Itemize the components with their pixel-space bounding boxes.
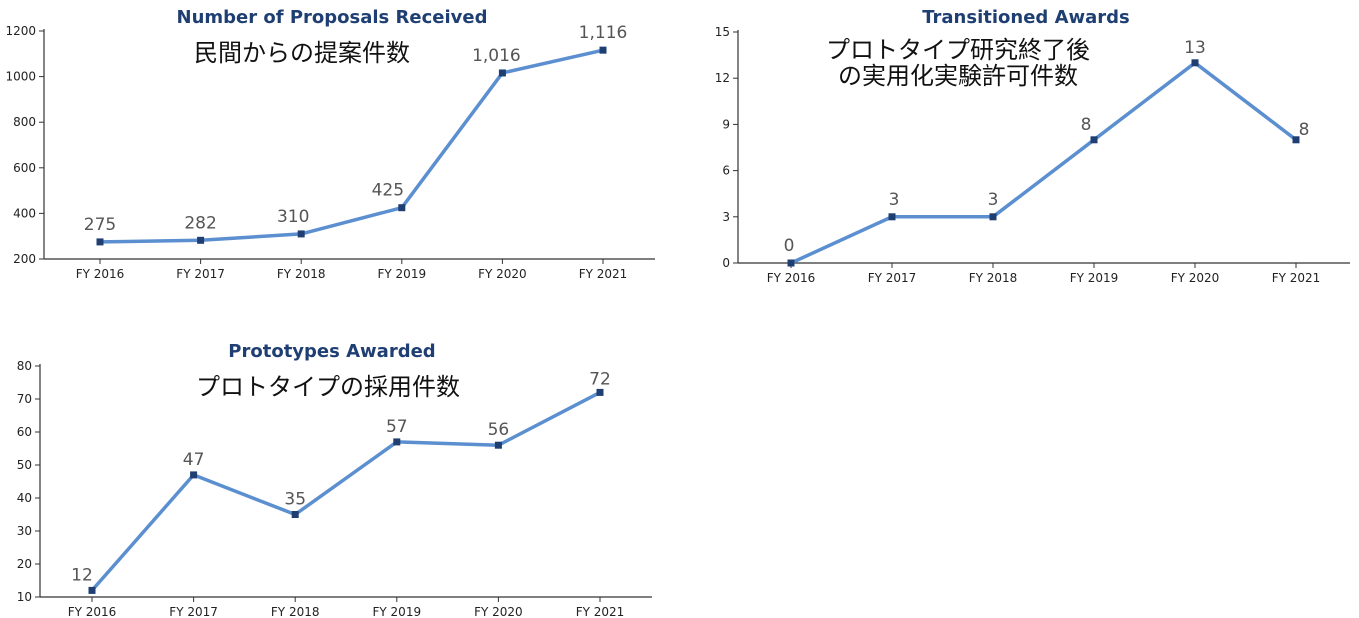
data-point bbox=[1090, 136, 1098, 144]
data-label: 1,116 bbox=[579, 23, 628, 43]
data-label: 3 bbox=[889, 190, 900, 210]
series-line bbox=[90, 390, 601, 592]
data-point bbox=[88, 586, 96, 594]
x-tick-label: FY 2021 bbox=[1272, 271, 1321, 285]
data-point bbox=[398, 204, 406, 212]
x-tick-label: FY 2018 bbox=[271, 605, 320, 618]
data-point bbox=[494, 441, 502, 449]
series-line bbox=[790, 61, 1298, 265]
data-label: 8 bbox=[1299, 120, 1310, 140]
data-label: 12 bbox=[71, 565, 93, 585]
y-tick-label: 800 bbox=[13, 115, 36, 129]
y-tick-label: 80 bbox=[17, 359, 32, 373]
y-tick-label: 6 bbox=[722, 164, 730, 178]
x-tick-label: FY 2018 bbox=[969, 271, 1018, 285]
chart-title: Transitioned Awards bbox=[922, 7, 1130, 28]
data-label: 1,016 bbox=[472, 46, 521, 66]
data-label: 282 bbox=[184, 213, 216, 233]
y-tick-label: 1000 bbox=[5, 70, 36, 84]
data-point bbox=[96, 238, 104, 246]
data-label: 57 bbox=[386, 417, 408, 437]
data-point bbox=[596, 388, 604, 396]
x-tick-label: FY 2016 bbox=[767, 271, 816, 285]
data-point bbox=[1191, 59, 1199, 67]
x-tick-label: FY 2016 bbox=[76, 267, 125, 281]
data-label: 13 bbox=[1184, 38, 1206, 58]
chart-3: Prototypes Awarded プロトタイプの採用件数 10 20 30 40 50 6… bbox=[17, 341, 652, 618]
data-label: 310 bbox=[277, 207, 309, 227]
chart-subtitle-line: の実用化実験許可件数 bbox=[838, 62, 1078, 90]
y-tick-label: 600 bbox=[13, 161, 36, 175]
y-tick-label: 200 bbox=[13, 252, 36, 266]
chart-1: Number of Proposals Received 民間からの提案件数 200… bbox=[5, 7, 655, 281]
data-point bbox=[197, 236, 205, 244]
data-label: 0 bbox=[784, 236, 795, 256]
data-label: 3 bbox=[988, 190, 999, 210]
y-tick-label: 30 bbox=[17, 524, 32, 538]
x-tick-label: FY 2019 bbox=[373, 605, 422, 618]
series-line bbox=[99, 48, 604, 244]
x-tick-label: FY 2019 bbox=[1070, 271, 1119, 285]
data-point bbox=[599, 46, 607, 54]
data-label: 35 bbox=[284, 490, 306, 510]
x-tick-label: FY 2017 bbox=[868, 271, 917, 285]
chart-title: Prototypes Awarded bbox=[228, 341, 435, 362]
x-tick-label: FY 2017 bbox=[176, 267, 225, 281]
y-tick-label: 40 bbox=[17, 491, 32, 505]
x-tick-label: FY 2016 bbox=[68, 605, 117, 618]
data-label: 425 bbox=[372, 181, 404, 201]
y-tick-label: 20 bbox=[17, 557, 32, 571]
data-point bbox=[498, 69, 506, 77]
x-tick-label: FY 2020 bbox=[478, 267, 527, 281]
data-point bbox=[291, 511, 299, 518]
data-point bbox=[1292, 136, 1300, 144]
y-tick-label: 60 bbox=[17, 425, 32, 439]
y-tick-label: 12 bbox=[715, 71, 730, 85]
y-tick-label: 400 bbox=[13, 206, 36, 220]
data-label: 275 bbox=[84, 215, 116, 235]
chart-title: Number of Proposals Received bbox=[177, 7, 488, 28]
x-tick-label: FY 2020 bbox=[474, 605, 523, 618]
data-point bbox=[888, 213, 896, 221]
chart-subtitle-line: プロトタイプ研究終了後 bbox=[826, 36, 1090, 64]
y-tick-label: 50 bbox=[17, 458, 32, 472]
data-label: 8 bbox=[1081, 115, 1092, 135]
y-tick-label: 10 bbox=[17, 590, 32, 604]
chart-subtitle: プロトタイプの採用件数 bbox=[196, 373, 460, 401]
chart-2: Transitioned Awards プロトタイプ研究終了後の実用化実験許可件数… bbox=[715, 7, 1350, 285]
x-tick-label: FY 2020 bbox=[1171, 271, 1220, 285]
data-point bbox=[989, 213, 997, 221]
data-point bbox=[297, 230, 305, 238]
data-label: 56 bbox=[488, 420, 510, 440]
chart-subtitle: 民間からの提案件数 bbox=[194, 39, 410, 67]
data-label: 47 bbox=[183, 450, 205, 470]
data-point bbox=[393, 438, 401, 446]
data-point bbox=[787, 259, 795, 267]
y-tick-label: 0 bbox=[722, 256, 730, 270]
y-tick-label: 1200 bbox=[5, 24, 36, 38]
y-tick-label: 3 bbox=[722, 210, 730, 224]
y-tick-label: 9 bbox=[722, 117, 730, 131]
x-tick-label: FY 2018 bbox=[277, 267, 326, 281]
x-tick-label: FY 2021 bbox=[579, 267, 628, 281]
x-tick-label: FY 2021 bbox=[576, 605, 625, 618]
data-point bbox=[190, 471, 198, 479]
y-tick-label: 15 bbox=[715, 25, 730, 39]
data-label: 72 bbox=[589, 369, 611, 389]
x-tick-label: FY 2017 bbox=[169, 605, 218, 618]
x-tick-label: FY 2019 bbox=[378, 267, 427, 281]
y-tick-label: 70 bbox=[17, 392, 32, 406]
